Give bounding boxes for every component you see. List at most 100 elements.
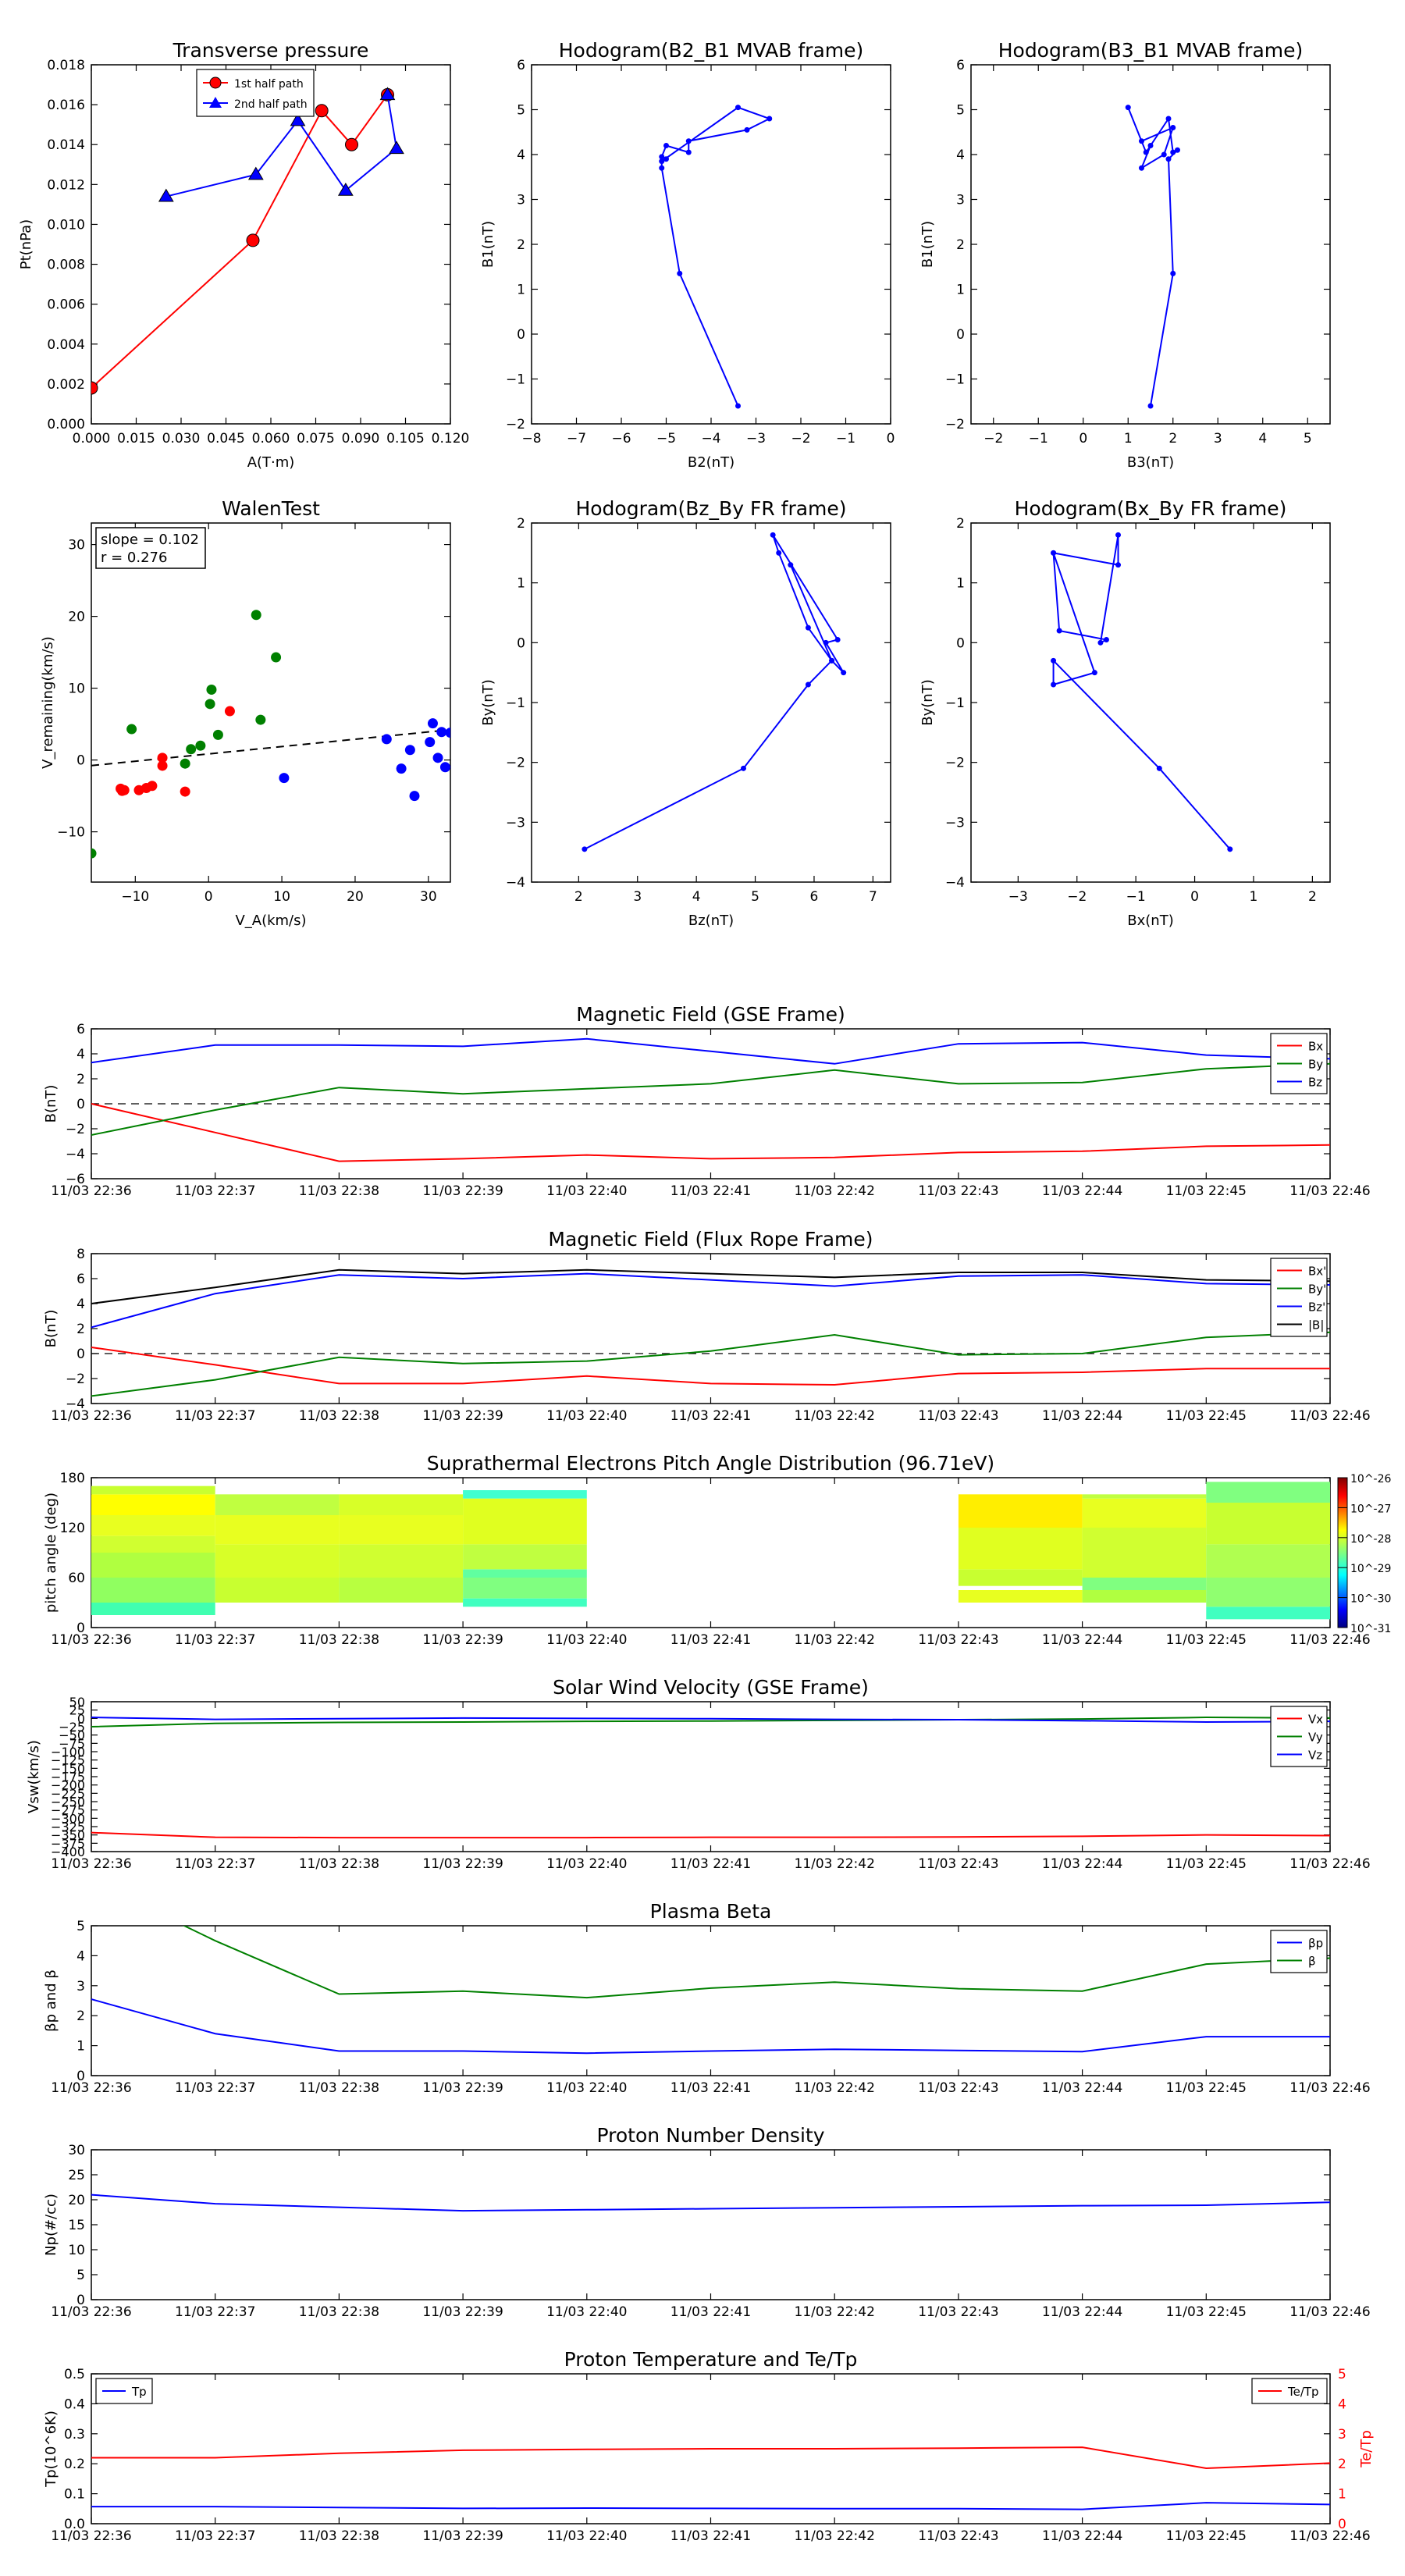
bgse-legend-label: Bz <box>1308 1076 1322 1090</box>
vsw-ytick-label: −250 <box>51 1795 85 1809</box>
np-xtick-label: 11/03 22:42 <box>795 2304 875 2320</box>
h2-ytick-label: 3 <box>956 193 965 208</box>
bfr-xtick-label: 11/03 22:39 <box>422 1408 503 1424</box>
vsw-ytick-label: −150 <box>51 1761 85 1776</box>
pt-point <box>379 87 396 101</box>
pt-point <box>345 137 358 151</box>
pad-heatmap-cell <box>339 1494 464 1515</box>
bfr-ytick-label: 4 <box>76 1297 85 1312</box>
pt-ytick-label: 0.014 <box>47 137 85 153</box>
h2-point <box>1125 105 1131 111</box>
h2-point <box>1170 125 1176 130</box>
vsw-legend-label: Vy <box>1308 1731 1323 1745</box>
h3-ytick-label: −3 <box>506 815 525 831</box>
tp-xtick-label: 11/03 22:37 <box>175 2528 255 2544</box>
np-ytick-label: 5 <box>76 2268 85 2283</box>
walen-point <box>425 737 436 748</box>
h4-ytick-label: 2 <box>956 516 965 532</box>
h1-plot-area <box>659 105 773 409</box>
h3-ytick-label: 1 <box>517 576 525 592</box>
h2-title: Hodogram(B3_B1 MVAB frame) <box>998 39 1304 62</box>
walen-point <box>212 729 223 740</box>
pad-heatmap-cell <box>91 1578 215 1603</box>
walen-ylabel: V_remaining(km/s) <box>40 636 56 769</box>
walen-annotation-line: slope = 0.102 <box>101 532 199 548</box>
h1-point <box>663 156 669 162</box>
vsw-ytick-label: −325 <box>51 1820 85 1834</box>
pt-xtick-label: 0.120 <box>432 431 470 447</box>
bfr-ylabel: B(nT) <box>43 1310 59 1348</box>
tp-xtick-label: 11/03 22:44 <box>1042 2528 1122 2544</box>
pt-point <box>91 381 98 395</box>
vsw-xtick-label: 11/03 22:37 <box>175 1856 255 1872</box>
pad-ytick-label: 60 <box>68 1571 85 1586</box>
walen-point <box>180 758 190 769</box>
tp-y2tick-label: 1 <box>1338 2487 1346 2503</box>
walen-chart: WalenTest −10 0 10 20 30 −10 0 10 20 30 V_A(km/s) V_… <box>40 497 451 929</box>
h2-plot-frame <box>970 64 1331 425</box>
vsw-ytick-label: −25 <box>59 1720 85 1735</box>
tp-legend-label: Te/Tp <box>1287 2385 1319 2399</box>
h1-xtick-label: −6 <box>611 431 631 447</box>
h3-xtick-label: 4 <box>692 889 701 905</box>
walen-point <box>195 740 206 751</box>
beta-series-line <box>91 1998 1330 2055</box>
h1-ytick-label: 0 <box>517 327 525 343</box>
pt-xtick-label: 0.090 <box>342 431 380 447</box>
tp-ytick-label: 0.2 <box>64 2457 85 2472</box>
np-ytick-label: 30 <box>68 2143 85 2158</box>
bfr-ytick-label: 6 <box>76 1272 85 1287</box>
pt-point <box>389 141 404 155</box>
np-ytick-label: 10 <box>68 2243 85 2258</box>
pad-xtick-label: 11/03 22:42 <box>795 1632 875 1648</box>
tp-y2tick-label: 5 <box>1338 2367 1346 2382</box>
tp-xtick-label: 11/03 22:40 <box>546 2528 627 2544</box>
pad-heatmap-cell <box>215 1544 340 1578</box>
pt-point <box>290 112 306 126</box>
pad-colorbar-label: 10^-28 <box>1350 1533 1391 1546</box>
h2-xtick-label: 3 <box>1214 431 1222 447</box>
pt-point <box>315 104 329 118</box>
h1-point <box>659 165 665 171</box>
h1-chart: Hodogram(B2_B1 MVAB frame)−2−10123456−8−… <box>480 39 895 471</box>
walen-point <box>206 684 217 695</box>
h1-ytick-label: 3 <box>517 193 525 208</box>
pt-xtick-label: 0.060 <box>252 431 290 447</box>
h2-series-line <box>1127 107 1179 407</box>
h1-xtick-label: 0 <box>887 431 895 447</box>
pt-plot-area <box>91 87 404 395</box>
h4-chart: Hodogram(Bx_By FR frame) −4 −3 −2 −1 0 1 2 −3 −2 −… <box>919 497 1331 929</box>
vsw-ytick-label: −300 <box>51 1811 85 1826</box>
np-xtick-label: 11/03 22:46 <box>1289 2304 1370 2320</box>
h2-plot-area <box>1125 105 1180 409</box>
h1-point <box>659 158 665 165</box>
h1-xtick-label: −3 <box>746 431 766 447</box>
h1-xtick-label: −1 <box>836 431 855 447</box>
h3-xlabel: Bz(nT) <box>688 913 734 929</box>
pad-heatmap-cell <box>1206 1482 1330 1503</box>
pad-heatmap-cell <box>91 1485 215 1495</box>
beta-chart: Plasma Beta 0 1 2 3 4 5 11/03 22:36 11/03 22:37 1… <box>43 1900 1371 2096</box>
h2-xtick-label: 5 <box>1304 431 1312 447</box>
bgse-plot-area <box>91 1037 1330 1162</box>
h1-point <box>767 116 773 122</box>
pad-heatmap-cell <box>1082 1528 1207 1578</box>
bfr-xtick-label: 11/03 22:38 <box>299 1408 379 1424</box>
bfr-xtick-label: 11/03 22:43 <box>918 1408 998 1424</box>
pt-series-line <box>91 94 389 389</box>
bgse-ytick-label: −2 <box>66 1122 85 1137</box>
bfr-xtick-label: 11/03 22:42 <box>795 1408 875 1424</box>
h4-point <box>1115 532 1122 538</box>
pt-series-line <box>165 94 398 197</box>
pad-heatmap-cell <box>339 1544 464 1578</box>
h1-xtick-label: −4 <box>701 431 720 447</box>
bfr-xtick-label: 11/03 22:45 <box>1166 1408 1247 1424</box>
h3-xtick-label: 2 <box>574 889 583 905</box>
tp-xtick-label: 11/03 22:36 <box>51 2528 131 2544</box>
h1-ytick-label: 1 <box>517 283 525 298</box>
pad-heatmap-cell <box>215 1578 340 1603</box>
pt-point <box>246 233 260 247</box>
bgse-series-line <box>91 1103 1330 1162</box>
vsw-xtick-label: 11/03 22:38 <box>299 1856 379 1872</box>
beta-plot-frame <box>91 1925 1331 2076</box>
